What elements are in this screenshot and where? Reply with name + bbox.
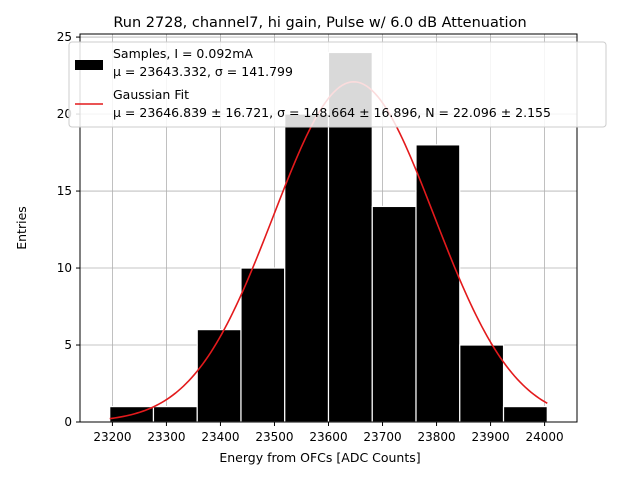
x-tick-label: 24000 bbox=[525, 430, 563, 444]
histogram-bar bbox=[240, 267, 286, 423]
histogram-bar bbox=[284, 113, 330, 423]
x-axis-ticks: 23200 23300 23400 23500 23600 23700 23800 23900… bbox=[93, 422, 564, 444]
legend-box bbox=[68, 41, 607, 128]
legend-fit-label: Gaussian Fit bbox=[113, 87, 189, 102]
x-tick-label: 23800 bbox=[417, 430, 455, 444]
x-tick-label: 23400 bbox=[201, 430, 239, 444]
y-axis-label: Entries bbox=[14, 206, 29, 250]
legend-samples-swatch bbox=[75, 60, 103, 70]
histogram-bar bbox=[371, 205, 417, 423]
y-tick-label: 10 bbox=[57, 261, 72, 275]
x-tick-label: 23200 bbox=[93, 430, 131, 444]
x-tick-label: 23300 bbox=[147, 430, 185, 444]
legend: Samples, I = 0.092mA μ = 23643.332, σ = … bbox=[68, 41, 607, 128]
x-tick-label: 23900 bbox=[471, 430, 509, 444]
y-tick-label: 20 bbox=[57, 107, 72, 121]
legend-samples-label: Samples, I = 0.092mA bbox=[113, 46, 253, 61]
histogram-bar bbox=[152, 406, 198, 423]
y-tick-label: 0 bbox=[64, 415, 72, 429]
x-tick-label: 23600 bbox=[309, 430, 347, 444]
y-tick-label: 15 bbox=[57, 184, 72, 198]
y-tick-label: 25 bbox=[57, 30, 72, 44]
histogram-bar bbox=[502, 406, 548, 423]
chart-title: Run 2728, channel7, hi gain, Pulse w/ 6.… bbox=[113, 15, 526, 31]
x-tick-label: 23700 bbox=[363, 430, 401, 444]
histogram-bar bbox=[459, 344, 505, 423]
legend-samples-stats: μ = 23643.332, σ = 141.799 bbox=[113, 64, 293, 79]
legend-fit-stats: μ = 23646.839 ± 16.721, σ = 148.664 ± 16… bbox=[113, 105, 551, 120]
histogram-bar bbox=[196, 329, 242, 423]
x-axis-label: Energy from OFCs [ADC Counts] bbox=[219, 450, 420, 465]
x-tick-label: 23500 bbox=[255, 430, 293, 444]
y-tick-label: 5 bbox=[64, 338, 72, 352]
